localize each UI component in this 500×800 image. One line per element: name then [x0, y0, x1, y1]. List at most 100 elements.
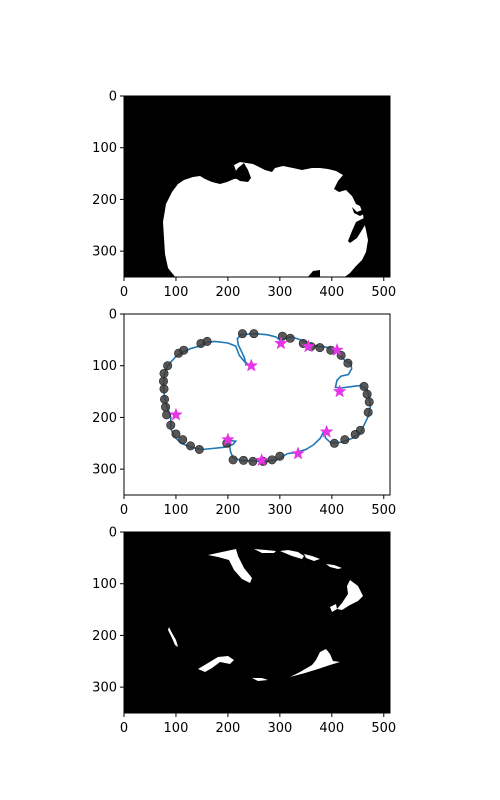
y-tick-label: 100 [92, 141, 117, 156]
circle-marker [363, 407, 373, 417]
x-tick-label: 500 [371, 503, 396, 518]
star-marker [301, 339, 316, 353]
region-top-2 [280, 550, 304, 559]
circle-marker [166, 420, 176, 430]
y-tick-label: 100 [92, 359, 117, 374]
x-tick-label: 0 [120, 285, 128, 300]
circle-marker [159, 384, 169, 394]
difference-regions [168, 549, 363, 681]
region-top-right [326, 564, 342, 569]
circle-marker [163, 361, 173, 371]
panel-binary-mask: 0 100 200 300 400 500 0 100 200 300 [92, 90, 396, 301]
panel-contour-keypoints: 0 100 200 300 400 500 0 100 200 300 [92, 308, 396, 519]
x-tick-label: 200 [215, 503, 240, 518]
region-bottom-1 [252, 678, 268, 681]
x-tick-label: 300 [267, 503, 292, 518]
circle-marker [202, 336, 212, 346]
y-ticks: 0 100 200 300 [92, 90, 124, 260]
circle-marker [248, 456, 258, 466]
circle-marker [315, 343, 325, 353]
region-top-3 [304, 554, 320, 561]
circle-marker [162, 410, 172, 420]
circle-marker [329, 438, 339, 448]
circle-marker [178, 435, 188, 445]
y-tick-label: 100 [92, 577, 117, 592]
star-marker [254, 453, 269, 467]
x-ticks: 0 100 200 300 400 500 [120, 277, 396, 300]
x-tick-label: 200 [215, 285, 240, 300]
axes-frame [123, 531, 391, 714]
circle-marker [159, 368, 169, 378]
circle-marker [275, 451, 285, 461]
circle-marker [364, 397, 374, 407]
y-tick-label: 200 [92, 629, 117, 644]
x-tick-label: 100 [164, 285, 189, 300]
x-tick-label: 500 [371, 721, 396, 736]
star-marker [319, 424, 334, 438]
circle-marker [228, 455, 238, 465]
circle-marker [350, 429, 360, 439]
y-tick-label: 200 [92, 193, 117, 208]
region-bottom-left [198, 656, 234, 672]
circle-marker [186, 441, 196, 451]
mask-background [124, 532, 390, 713]
circle-marker [359, 381, 369, 391]
x-tick-label: 100 [164, 721, 189, 736]
x-tick-label: 500 [371, 285, 396, 300]
circle-marker [237, 329, 247, 339]
circle-marker [343, 358, 353, 368]
y-tick-label: 300 [92, 463, 117, 478]
circle-marker [362, 389, 372, 399]
circle-marker [267, 455, 277, 465]
region-top-1 [254, 549, 276, 553]
star-marker [332, 384, 347, 398]
mask-shape [163, 162, 368, 277]
circle-marker [194, 444, 204, 454]
star-markers [169, 336, 347, 467]
circle-marker [277, 331, 287, 341]
circle-marker [249, 329, 259, 339]
circle-marker [158, 376, 168, 386]
x-tick-label: 200 [215, 721, 240, 736]
x-tick-label: 100 [164, 503, 189, 518]
axes-frame [123, 313, 391, 496]
circle-marker [161, 402, 171, 412]
star-marker [169, 407, 183, 421]
y-tick-label: 0 [109, 526, 117, 541]
star-marker [330, 342, 344, 357]
y-ticks: 0 100 200 300 [92, 526, 124, 696]
star-marker [221, 432, 235, 446]
x-tick-label: 0 [120, 503, 128, 518]
circle-marker [238, 455, 248, 465]
x-tick-label: 300 [267, 285, 292, 300]
panel-difference-mask: 0 100 200 300 400 500 0 100 200 300 [92, 526, 396, 737]
star-marker [244, 358, 259, 372]
region-right [337, 580, 363, 610]
region-bottom-right [290, 649, 340, 677]
x-tick-label: 0 [120, 721, 128, 736]
region-right-small [330, 604, 337, 612]
y-tick-label: 200 [92, 411, 117, 426]
circle-marker [285, 333, 295, 343]
axes-frame [123, 95, 391, 278]
star-marker [291, 446, 305, 460]
circle-marker [340, 435, 350, 445]
region-left [168, 627, 178, 647]
star-marker [274, 336, 288, 350]
circle-marker [160, 394, 170, 404]
circle-marker [179, 345, 189, 355]
x-ticks: 0 100 200 300 400 500 [120, 713, 396, 736]
region-top-left [208, 549, 252, 583]
circle-marker [171, 429, 181, 439]
x-ticks: 0 100 200 300 400 500 [120, 495, 396, 518]
x-tick-label: 400 [319, 285, 344, 300]
y-tick-label: 0 [109, 308, 117, 323]
y-tick-label: 300 [92, 681, 117, 696]
x-tick-label: 400 [319, 503, 344, 518]
y-tick-label: 300 [92, 245, 117, 260]
y-tick-label: 0 [109, 90, 117, 105]
x-tick-label: 300 [267, 721, 292, 736]
x-tick-label: 400 [319, 721, 344, 736]
y-ticks: 0 100 200 300 [92, 308, 124, 478]
